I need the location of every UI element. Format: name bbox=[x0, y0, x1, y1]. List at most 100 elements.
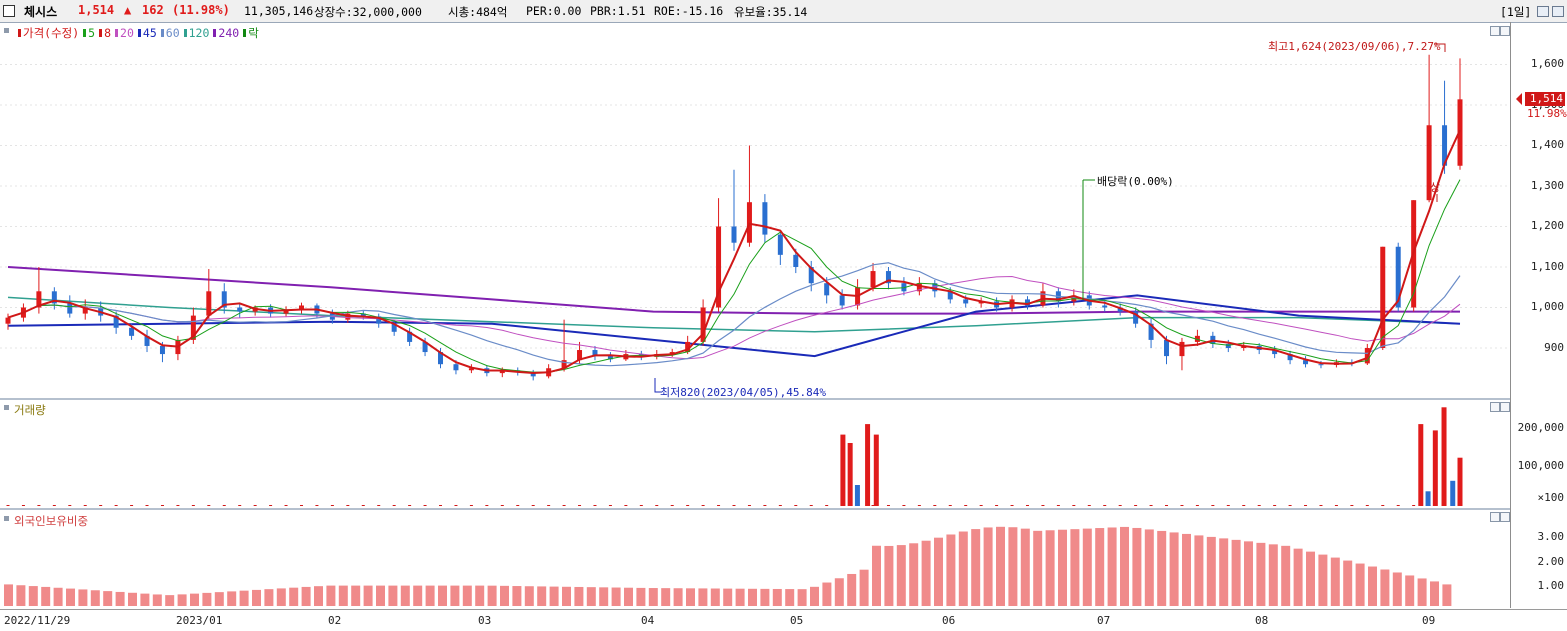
volume-bar bbox=[902, 505, 906, 506]
volume-panel-title: 거래량 bbox=[14, 403, 46, 417]
volume-bar bbox=[1396, 505, 1400, 506]
candle-body bbox=[1287, 354, 1293, 361]
legend-item[interactable]: 20 bbox=[120, 26, 134, 40]
foreign-ratio-bar bbox=[462, 585, 472, 606]
maximize-icon[interactable] bbox=[1537, 6, 1549, 17]
select-checkbox[interactable] bbox=[3, 5, 15, 17]
volume-bar bbox=[1134, 505, 1138, 506]
candle-body bbox=[592, 350, 598, 357]
foreign-ratio-bar bbox=[53, 587, 63, 606]
volume-bar bbox=[964, 505, 968, 506]
stock-header: 체시스 1,514 ▲ 162 (11.98%) 11,305,146 상장수:… bbox=[0, 0, 1567, 23]
x-tick: 03 bbox=[478, 614, 492, 627]
legend-item[interactable]: 가격(수정) bbox=[23, 26, 80, 40]
candle-body bbox=[159, 345, 165, 355]
candle-body bbox=[731, 226, 737, 243]
candle-body bbox=[360, 313, 366, 317]
foreign-panel-close-icon[interactable] bbox=[1500, 512, 1510, 522]
volume-bar bbox=[377, 505, 381, 506]
foreign-ratio-bar bbox=[301, 586, 311, 606]
foreign-ratio-bar bbox=[909, 543, 919, 606]
volume-bar bbox=[516, 505, 520, 506]
foreign-ratio-bar bbox=[958, 531, 968, 606]
period-selector[interactable]: [1일] bbox=[1500, 5, 1532, 19]
legend-item[interactable]: 5 bbox=[88, 26, 96, 40]
candle-body bbox=[51, 291, 57, 304]
volume-bar bbox=[1365, 505, 1369, 506]
legend-item[interactable]: 60 bbox=[165, 26, 180, 40]
volume-bar bbox=[562, 505, 566, 506]
volume-bar bbox=[1195, 505, 1199, 506]
volume-bar bbox=[1056, 505, 1060, 506]
volume-bar bbox=[995, 505, 999, 506]
price-panel-restore-icon[interactable] bbox=[1490, 26, 1500, 36]
volume-bar bbox=[68, 505, 72, 506]
volume-panel-close-icon[interactable] bbox=[1500, 402, 1510, 412]
candle-body bbox=[376, 316, 382, 324]
volume-bar bbox=[1226, 505, 1230, 506]
current-price: 1,514 bbox=[78, 3, 115, 17]
foreign-ratio-bar bbox=[760, 588, 770, 606]
foreign-ratio-bar bbox=[1070, 529, 1080, 606]
volume-bar bbox=[1149, 505, 1153, 506]
foreign-ratio-bar bbox=[1206, 536, 1216, 606]
volume-panel-handle[interactable] bbox=[4, 405, 9, 410]
close-icon[interactable] bbox=[1552, 6, 1564, 17]
foreign-ratio-bar bbox=[562, 586, 571, 606]
foreign-ratio-bar bbox=[475, 585, 485, 606]
candle-body bbox=[762, 202, 768, 235]
price-panel-close-icon[interactable] bbox=[1500, 26, 1510, 36]
volume-bar bbox=[547, 505, 551, 506]
candle-body bbox=[36, 291, 42, 308]
legend-item[interactable]: 120 bbox=[188, 26, 210, 40]
foreign-ratio-bar bbox=[289, 587, 299, 606]
foreign-ratio-bar bbox=[165, 595, 175, 606]
candle-body bbox=[1102, 305, 1108, 308]
legend-item[interactable]: 락 bbox=[248, 26, 259, 40]
foreign-ratio-bar bbox=[1368, 566, 1377, 606]
candle-body bbox=[746, 202, 752, 243]
legend-item[interactable]: 45 bbox=[142, 26, 157, 40]
volume-bar bbox=[1418, 424, 1424, 506]
volume-bar bbox=[701, 505, 705, 506]
price-panel-handle[interactable] bbox=[4, 28, 9, 33]
stock-name: 체시스 bbox=[24, 5, 58, 19]
x-tick: 2022/11/29 bbox=[4, 614, 71, 627]
foreign-ratio-bar bbox=[1107, 527, 1117, 606]
foreign-ratio-bar bbox=[1045, 530, 1055, 606]
foreign-panel-restore-icon[interactable] bbox=[1490, 512, 1500, 522]
volume-panel-restore-icon[interactable] bbox=[1490, 402, 1500, 412]
volume-bar bbox=[1350, 505, 1354, 506]
foreign-ratio-bar bbox=[338, 585, 348, 606]
legend-item[interactable]: 240 bbox=[218, 26, 240, 40]
legend-item[interactable]: 8 bbox=[104, 26, 112, 40]
roe-value: ROE:-15.16 bbox=[654, 4, 724, 18]
x-tick: 05 bbox=[790, 614, 804, 627]
candle-body bbox=[1133, 311, 1139, 324]
volume-bar bbox=[361, 505, 365, 506]
volume-bar bbox=[1441, 407, 1447, 506]
candle-body bbox=[422, 341, 428, 353]
foreign-ratio-bar bbox=[586, 587, 596, 606]
foreign-ratio-bar bbox=[1355, 563, 1365, 606]
ma8-line bbox=[7, 129, 1461, 375]
foreign-panel-handle[interactable] bbox=[4, 516, 9, 521]
current-price-pct: 11.98% bbox=[1527, 107, 1567, 120]
candle-body bbox=[113, 315, 119, 328]
foreign-ratio-bar bbox=[1343, 560, 1353, 606]
foreign-ratio-bar bbox=[239, 590, 249, 606]
price-change-pct: (11.98%) bbox=[172, 3, 230, 17]
candle-body bbox=[499, 370, 505, 374]
limit-up-annotation: 상 bbox=[1430, 181, 1441, 194]
x-tick: 06 bbox=[942, 614, 956, 627]
legend-swatch bbox=[213, 29, 217, 37]
volume-bar bbox=[1450, 480, 1456, 506]
legend-swatch bbox=[243, 29, 247, 37]
foreign-ratio-bar bbox=[996, 526, 1005, 606]
volume-bar bbox=[854, 485, 860, 506]
candle-body bbox=[1148, 323, 1154, 340]
foreign-ratio-bar bbox=[884, 545, 894, 606]
foreign-ratio-bar bbox=[710, 588, 720, 606]
foreign-ratio-bar bbox=[797, 589, 807, 606]
foreign-ratio-bar bbox=[921, 540, 931, 606]
